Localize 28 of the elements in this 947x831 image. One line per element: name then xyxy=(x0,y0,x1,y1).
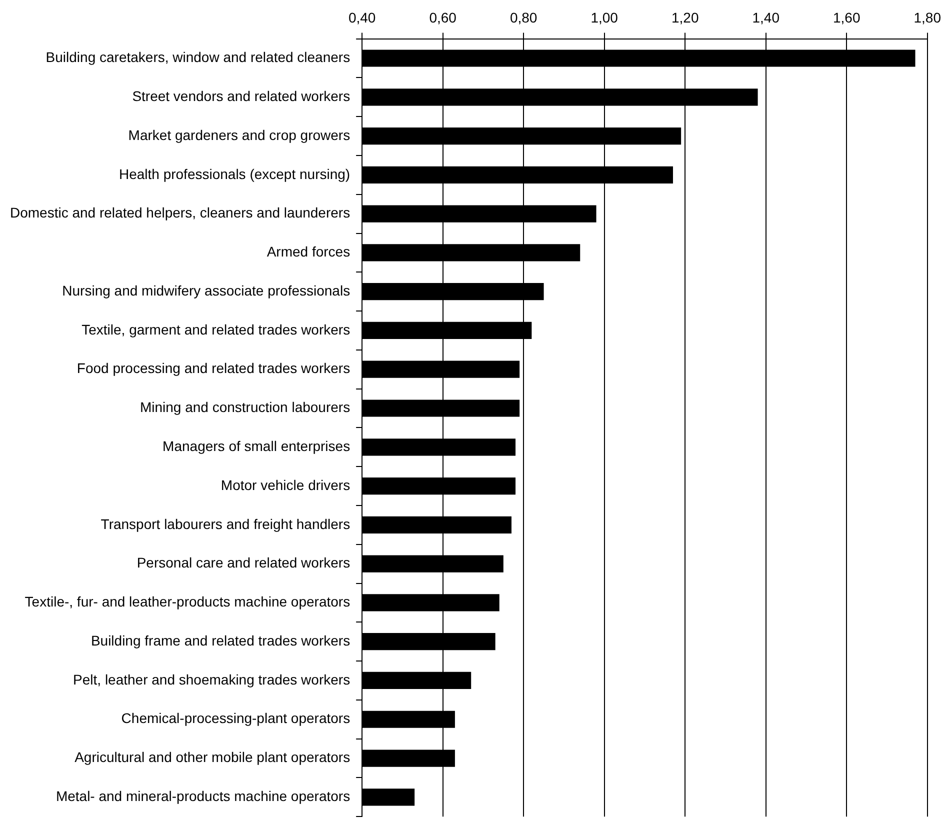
x-tick-label: 1,40 xyxy=(752,9,780,26)
x-tick-label: 1,20 xyxy=(671,9,699,26)
y-tick-label: Chemical-processing-plant operators xyxy=(121,710,350,726)
y-tick-label: Armed forces xyxy=(266,244,350,260)
x-tick-label: 0,80 xyxy=(510,9,538,26)
y-tick-label: Textile-, fur- and leather-products machine operators xyxy=(24,594,350,610)
y-tick-label: Transport labourers and freight handlers xyxy=(100,516,350,532)
x-tick-label: 1,00 xyxy=(590,9,618,26)
y-tick-label: Personal care and related workers xyxy=(136,554,350,571)
y-tick-label: Textile, garment and related trades workers xyxy=(82,321,350,338)
x-tick-label: 1,80 xyxy=(914,9,942,26)
y-tick-label: Nursing and midwifery associate professionals xyxy=(62,282,350,298)
y-tick-label: Domestic and related helpers, cleaners and launderers xyxy=(10,204,350,221)
y-tick-label: Agricultural and other mobile plant operators xyxy=(74,749,350,766)
y-tick-label: Building caretakers, window and related cleaners xyxy=(46,49,350,66)
y-tick-label: Managers of small enterprises xyxy=(162,438,350,454)
y-tick-label: Food processing and related trades workers xyxy=(76,360,350,376)
y-tick-label: Building frame and related trades workers xyxy=(90,632,350,648)
x-tick-label: 1,60 xyxy=(832,9,860,26)
x-tick-label: 0,40 xyxy=(348,9,376,26)
y-tick-label: Motor vehicle drivers xyxy=(220,476,350,493)
y-tick-label: Street vendors and related workers xyxy=(132,88,350,104)
y-tick-label: Market gardeners and crop growers xyxy=(128,126,350,143)
y-tick-label: Pelt, leather and shoemaking trades workers xyxy=(73,671,350,688)
y-tick-label: Mining and construction labourers xyxy=(140,399,350,416)
x-tick-label: 0,60 xyxy=(429,9,457,26)
y-tick-label: Health professionals (except nursing) xyxy=(118,166,350,182)
y-tick-label: Metal- and mineral-products machine operators xyxy=(56,788,350,804)
